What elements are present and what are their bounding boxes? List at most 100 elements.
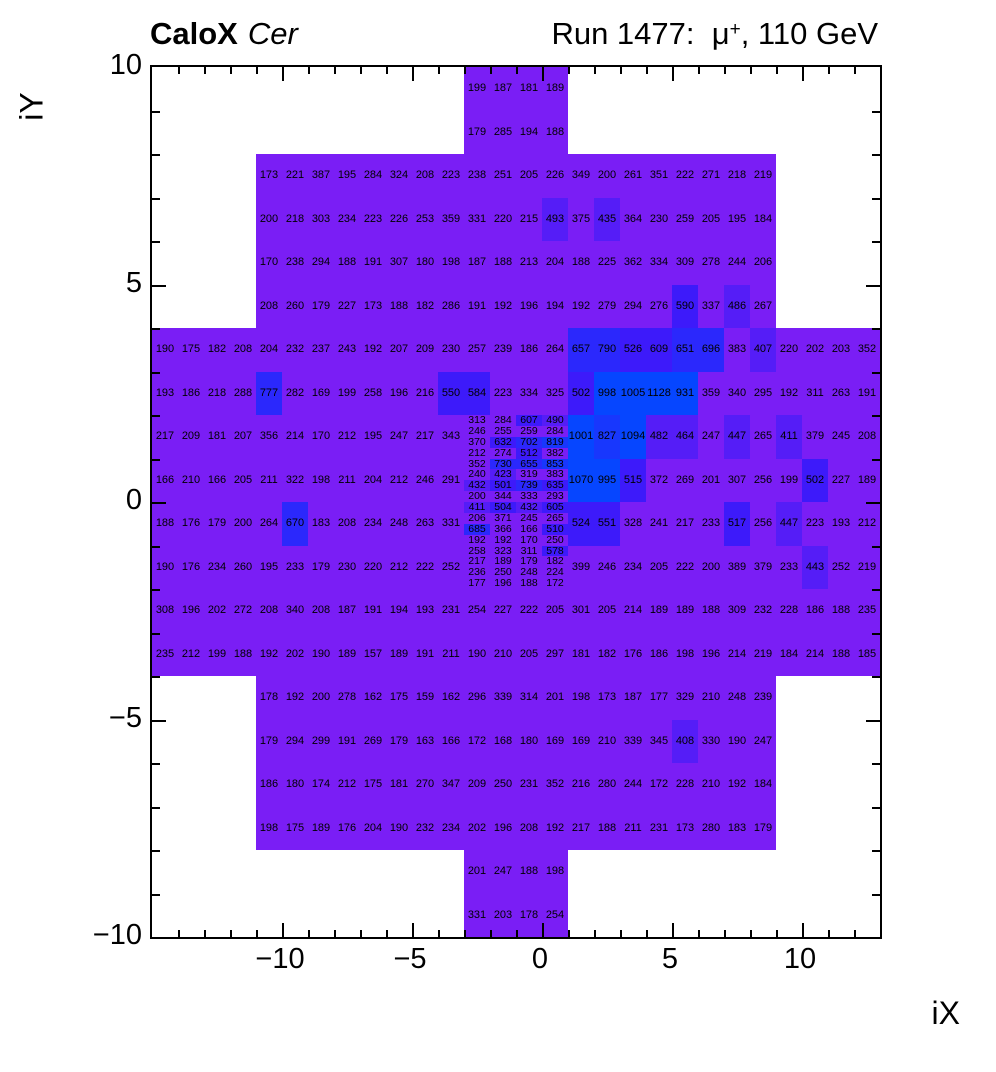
heatmap-cell: 261: [620, 154, 646, 198]
heatmap-cell: 284: [360, 154, 386, 198]
heatmap-cell: 180: [282, 763, 308, 807]
heatmap-cell: 411: [464, 502, 490, 513]
heatmap-cell: 247: [386, 415, 412, 459]
heatmap-cell: 383: [542, 469, 568, 481]
heatmap-cell: 331: [438, 502, 464, 546]
heatmap-cell: 447: [724, 415, 750, 459]
heatmap-cell: 212: [464, 447, 490, 459]
experiment-name: CaloX: [150, 16, 238, 51]
axis-tick: [152, 632, 160, 635]
heatmap-cell: 301: [568, 589, 594, 633]
heatmap-cell: 239: [750, 676, 776, 720]
heatmap-cell: 308: [152, 589, 178, 633]
heatmap-cell: 1070: [568, 458, 594, 502]
heatmap-cell: 235: [854, 589, 880, 633]
axis-tick: [646, 930, 648, 937]
axis-tick: [490, 67, 492, 74]
heatmap-cell: 607: [516, 415, 542, 426]
heatmap-cell: 208: [308, 589, 334, 633]
heatmap-cell: 226: [386, 197, 412, 241]
axis-tick: [152, 154, 160, 156]
heatmap-cell: 790: [594, 328, 620, 372]
heatmap-cell: 193: [152, 371, 178, 415]
heatmap-cell: 188: [542, 110, 568, 154]
heatmap-cell: 278: [334, 676, 360, 720]
heatmap-cell: 195: [360, 415, 386, 459]
heatmap-cell: 204: [542, 241, 568, 285]
heatmap-cell: 219: [750, 632, 776, 676]
heatmap-cell: 423: [490, 469, 516, 481]
heatmap-cell: 526: [620, 328, 646, 372]
heatmap-cell: 222: [672, 154, 698, 198]
heatmap-cell: 191: [360, 241, 386, 285]
heatmap-cell: 206: [750, 241, 776, 285]
heatmap-cell: 211: [438, 632, 464, 676]
heatmap-cell: 387: [308, 154, 334, 198]
y-tick-label: 5: [125, 266, 142, 299]
heatmap-cell: 218: [724, 154, 750, 198]
heatmap-cell: 211: [620, 806, 646, 850]
heatmap-cell: 170: [256, 241, 282, 285]
heatmap-cell: 347: [438, 763, 464, 807]
axis-tick: [152, 458, 160, 461]
axis-tick: [464, 930, 466, 937]
axis-tick: [594, 67, 596, 74]
heatmap-cell: 200: [230, 502, 256, 546]
heatmap-cell: 399: [568, 545, 594, 589]
heatmap-cell: 190: [308, 632, 334, 676]
heatmap-cell: 486: [724, 284, 750, 328]
heatmap-cell: 299: [308, 719, 334, 763]
heatmap-cell: 186: [646, 632, 672, 676]
heatmap-cell: 200: [698, 545, 724, 589]
heatmap-cell: 186: [256, 763, 282, 807]
heatmap-cell: 251: [490, 154, 516, 198]
heatmap-cell: 178: [516, 893, 542, 937]
detector-name: Cer: [247, 16, 298, 51]
heatmap-cell: 490: [542, 415, 568, 426]
heatmap-cell: 204: [360, 458, 386, 502]
heatmap-cell: 209: [464, 763, 490, 807]
heatmap-cell: 210: [698, 763, 724, 807]
axis-tick: [866, 719, 880, 722]
axis-tick: [152, 284, 166, 287]
heatmap-cell: 220: [776, 328, 802, 372]
heatmap-cell: 191: [334, 719, 360, 763]
heatmap-cell: 512: [516, 447, 542, 459]
axis-tick: [334, 67, 336, 74]
heatmap-cell: 443: [802, 545, 828, 589]
heatmap-cell: 189: [308, 806, 334, 850]
plot-title-right: Run 1477: μ+, 110 GeV: [551, 16, 878, 52]
axis-tick: [594, 930, 596, 937]
heatmap-cell: 168: [490, 719, 516, 763]
heatmap-cell: 184: [750, 763, 776, 807]
heatmap-cell: 294: [308, 241, 334, 285]
axis-tick: [542, 923, 544, 937]
heatmap-cell: 294: [282, 719, 308, 763]
heatmap-cell: 177: [464, 578, 490, 589]
axis-tick: [724, 67, 726, 74]
heatmap-cell: 192: [464, 534, 490, 546]
axis-tick: [872, 806, 880, 809]
heatmap-cell: 343: [438, 415, 464, 459]
heatmap-cell: 670: [282, 502, 308, 546]
heatmap-cell: 200: [308, 676, 334, 720]
heatmap-cell: 179: [750, 806, 776, 850]
heatmap-cell: 294: [620, 284, 646, 328]
heatmap-cell: 515: [620, 458, 646, 502]
axis-tick: [152, 415, 160, 417]
heatmap-cell: 322: [282, 458, 308, 502]
heatmap-cell: 231: [438, 589, 464, 633]
heatmap-cell: 284: [490, 415, 516, 426]
heatmap-cell: 207: [230, 415, 256, 459]
heatmap-cell: 853: [542, 458, 568, 470]
heatmap-cell: 208: [854, 415, 880, 459]
heatmap-cell: 270: [412, 763, 438, 807]
heatmap-cell: 243: [334, 328, 360, 372]
heatmap-cell: 1094: [620, 415, 646, 459]
heatmap-cell: 1128: [646, 371, 672, 415]
heatmap-cell: 173: [256, 154, 282, 198]
heatmap-cell: 276: [646, 284, 672, 328]
axis-tick: [360, 930, 362, 937]
heatmap-cell: 232: [282, 328, 308, 372]
heatmap-cell: 696: [698, 328, 724, 372]
